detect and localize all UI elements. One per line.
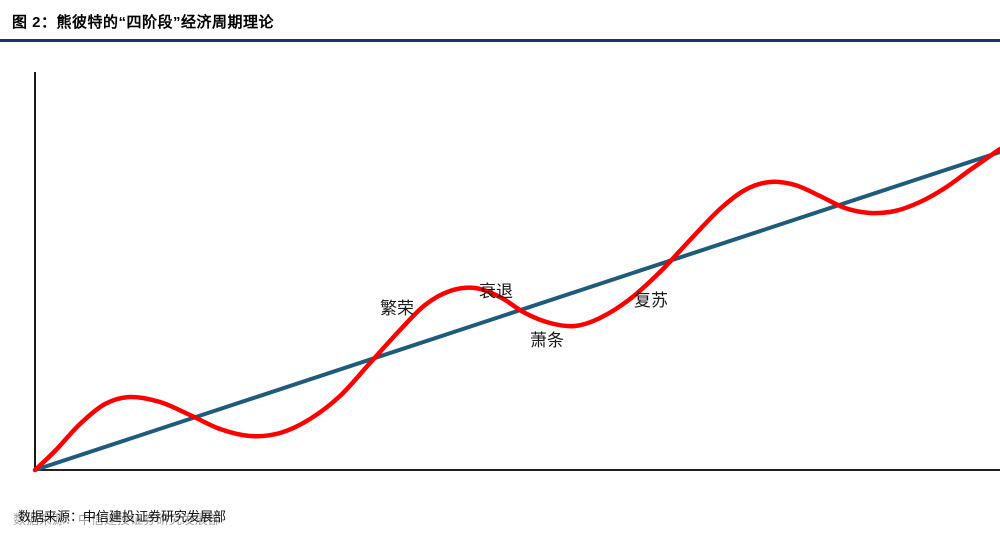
stage-label-2: 萧条	[530, 331, 564, 350]
source-text: 数据来源：中信建投证券研究发展部	[18, 509, 227, 524]
stage-label-0: 繁荣	[380, 299, 414, 318]
stage-label-1: 衰退	[479, 282, 513, 301]
publisher-logo-icon	[930, 0, 1000, 48]
source-text-ghost: 数据来源：中信建投证券研究发展部	[13, 512, 222, 527]
stage-label-3: 复苏	[634, 291, 668, 310]
series-line-1	[32, 146, 1000, 473]
figure-title: 图 2：熊彼特的“四阶段”经济周期理论	[12, 14, 275, 31]
title-divider	[0, 39, 1000, 42]
